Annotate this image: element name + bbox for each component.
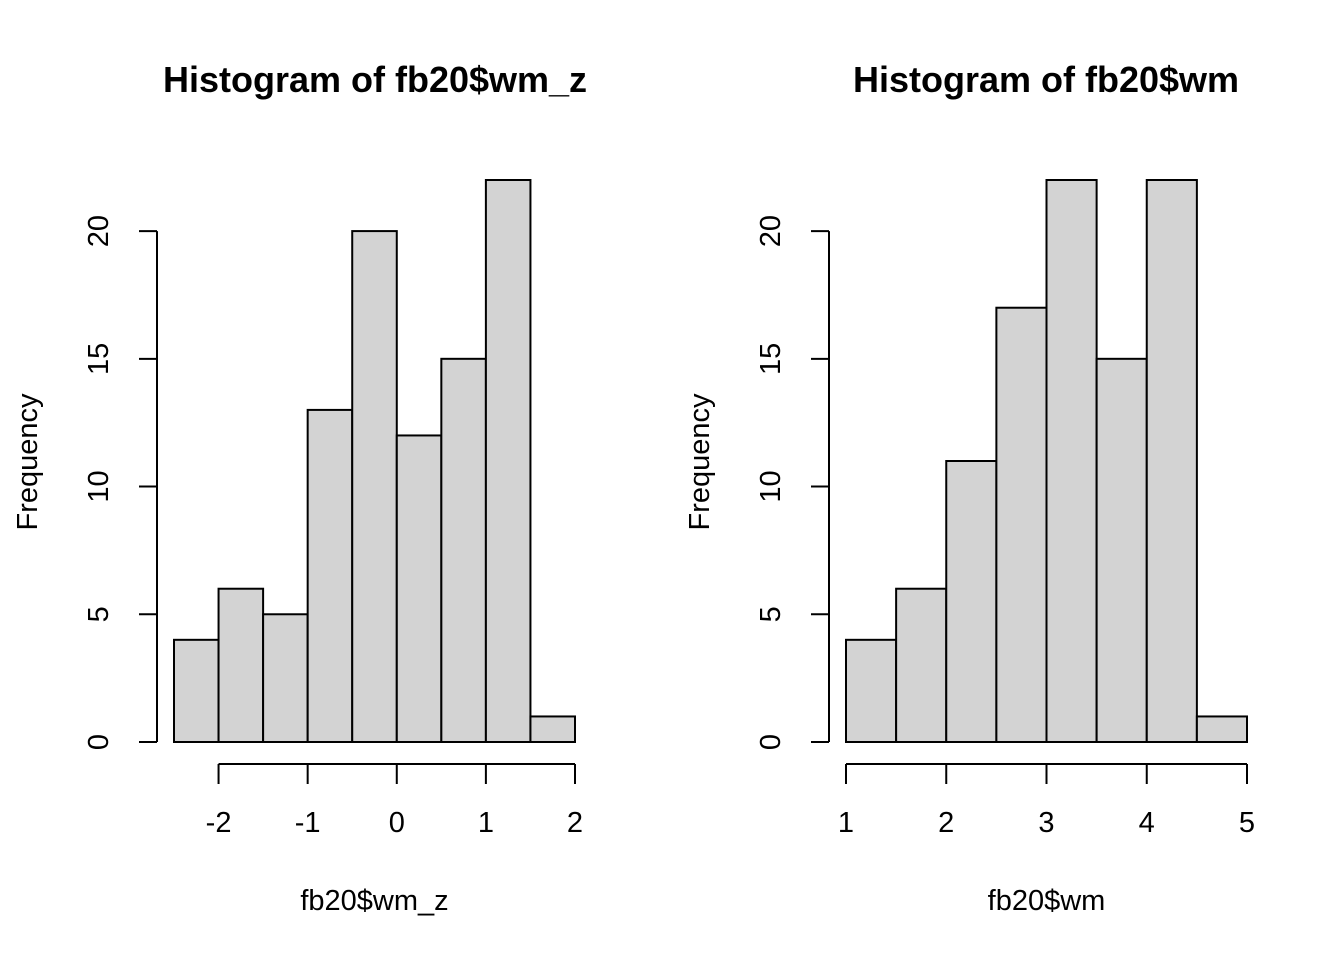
- histogram-bar: [945, 460, 998, 743]
- histogram-bar: [440, 357, 487, 743]
- histogram-bar: [484, 179, 532, 743]
- y-tick-label: 10: [83, 470, 115, 502]
- y-tick-label: 20: [83, 215, 115, 247]
- histogram-bar: [1095, 357, 1148, 743]
- histogram-bar: [1145, 179, 1198, 743]
- x-axis-label: fb20$wm: [988, 885, 1106, 917]
- y-tick-label: 20: [755, 215, 787, 247]
- x-tick-label: 3: [1038, 807, 1054, 839]
- x-tick-label: 4: [1139, 807, 1155, 839]
- x-tick-label: 2: [938, 807, 954, 839]
- y-tick-label: 15: [83, 343, 115, 375]
- x-axis-label: fb20$wm_z: [300, 885, 448, 917]
- chart-title: Histogram of fb20$wm: [853, 59, 1239, 100]
- y-axis-label: Frequency: [12, 393, 44, 531]
- histogram-panel-1: Histogram of fb20$wm_z 0 5 10 15 20 -2 -1 0 1 2 fb2…: [12, 59, 587, 917]
- x-tick-label: 2: [567, 807, 583, 839]
- y-tick-label: 15: [755, 343, 787, 375]
- x-tick-label: 1: [838, 807, 854, 839]
- histogram-bar: [995, 306, 1048, 743]
- y-tick-label: 0: [83, 734, 115, 750]
- x-tick-label: -1: [295, 807, 321, 839]
- histogram-bar: [845, 638, 898, 743]
- x-tick-label: 0: [389, 807, 405, 839]
- histogram-bar: [306, 408, 354, 743]
- histogram-bar: [1045, 179, 1098, 743]
- x-tick-label: 5: [1239, 807, 1255, 839]
- histogram-bar: [262, 613, 309, 743]
- histogram-bar: [1195, 715, 1248, 743]
- histogram-bar: [173, 638, 220, 743]
- x-tick-label: 1: [478, 807, 494, 839]
- y-tick-label: 5: [83, 606, 115, 622]
- histogram-panel-2: Histogram of fb20$wm 0 5 10 15 20 1 2 3 4 5 fb20$wm…: [684, 59, 1255, 917]
- histogram-bar: [529, 715, 577, 743]
- y-tick-label: 5: [755, 606, 787, 622]
- histogram-bar: [351, 230, 398, 743]
- y-tick-label: 0: [755, 734, 787, 750]
- x-tick-label: -2: [206, 807, 232, 839]
- histogram-bar: [395, 434, 443, 743]
- y-axis-label: Frequency: [684, 393, 716, 531]
- histogram-bar: [895, 587, 948, 744]
- histogram-bar: [217, 587, 265, 744]
- chart-title: Histogram of fb20$wm_z: [163, 59, 587, 100]
- y-tick-label: 10: [755, 470, 787, 502]
